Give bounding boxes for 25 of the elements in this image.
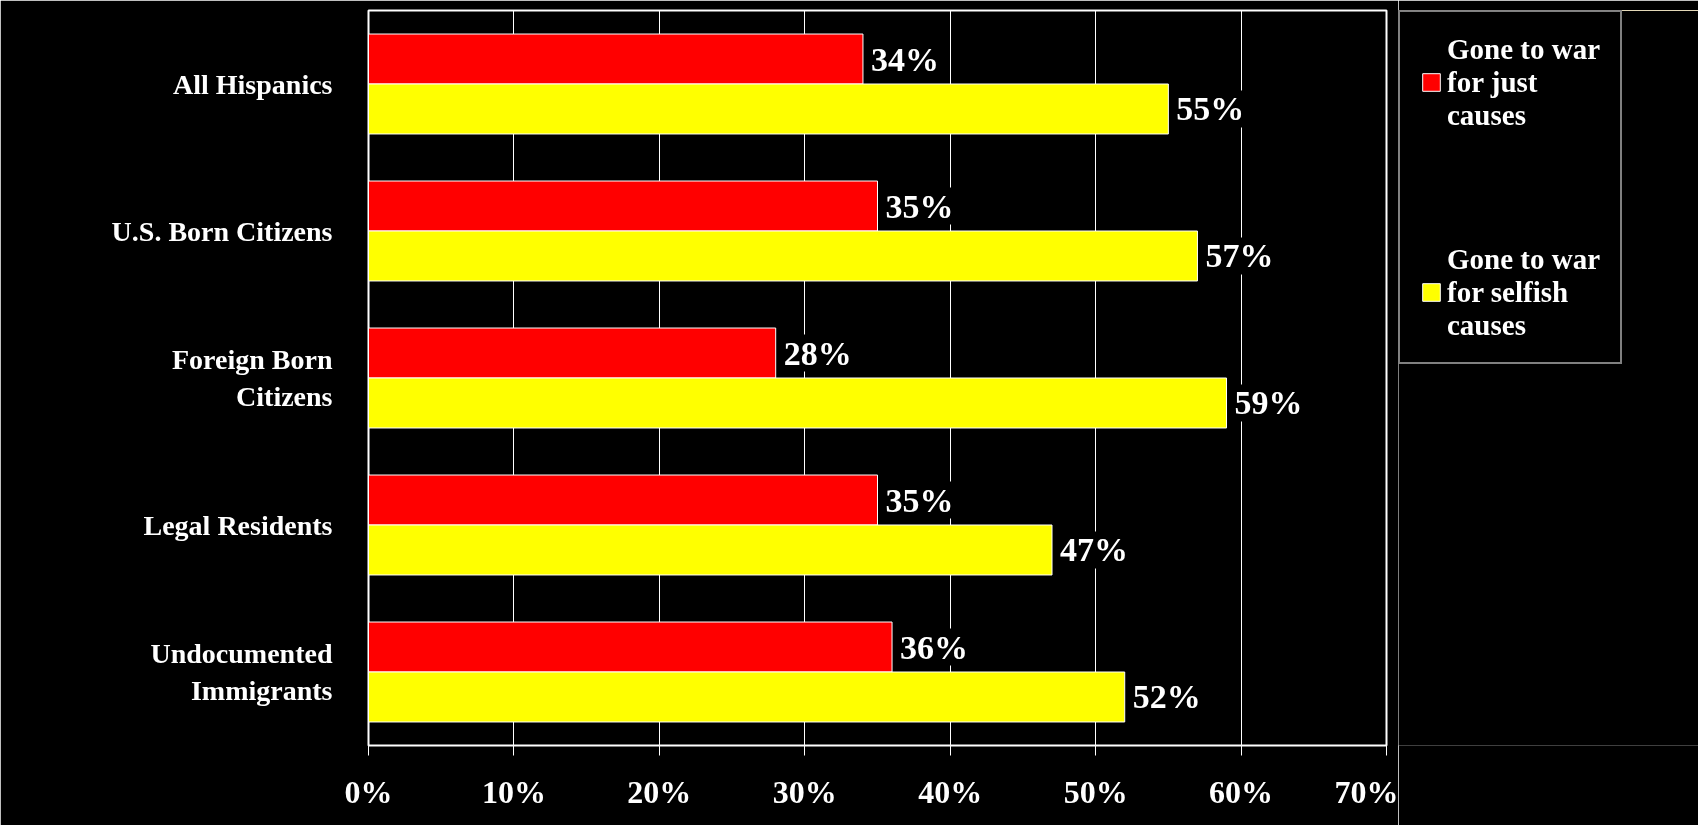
y-tick-label: Undocumented Immigrants bbox=[150, 637, 333, 707]
data-label: 36% bbox=[900, 628, 969, 666]
data-label: 59% bbox=[1234, 384, 1303, 422]
data-label: 55% bbox=[1176, 90, 1245, 128]
data-label: 28% bbox=[783, 334, 852, 372]
y-tick-label: U.S. Born Citizens bbox=[111, 215, 333, 247]
x-tick-label: 70% bbox=[1334, 773, 1399, 810]
data-label: 34% bbox=[870, 40, 939, 78]
y-tick-label: Legal Residents bbox=[143, 509, 333, 541]
x-tick-label: 50% bbox=[1063, 773, 1128, 810]
x-tick-label: 60% bbox=[1209, 773, 1274, 810]
legend-label: Gone to war for selfish causes bbox=[1447, 242, 1601, 342]
data-label: 57% bbox=[1205, 237, 1274, 275]
x-tick-label: 0% bbox=[344, 773, 393, 810]
x-tick-label: 40% bbox=[918, 773, 983, 810]
x-tick-label: 30% bbox=[772, 773, 837, 810]
x-tick-label: 20% bbox=[627, 773, 692, 810]
y-tick-label: All Hispanics bbox=[173, 68, 333, 100]
y-tick-label: Foreign Born Citizens bbox=[172, 343, 333, 413]
data-label: 35% bbox=[885, 187, 954, 225]
x-tick-label: 10% bbox=[481, 773, 546, 810]
data-label: 35% bbox=[885, 481, 954, 519]
legend-label: Gone to war for just causes bbox=[1447, 32, 1601, 132]
data-label: 47% bbox=[1060, 531, 1129, 569]
data-label: 52% bbox=[1132, 678, 1201, 716]
